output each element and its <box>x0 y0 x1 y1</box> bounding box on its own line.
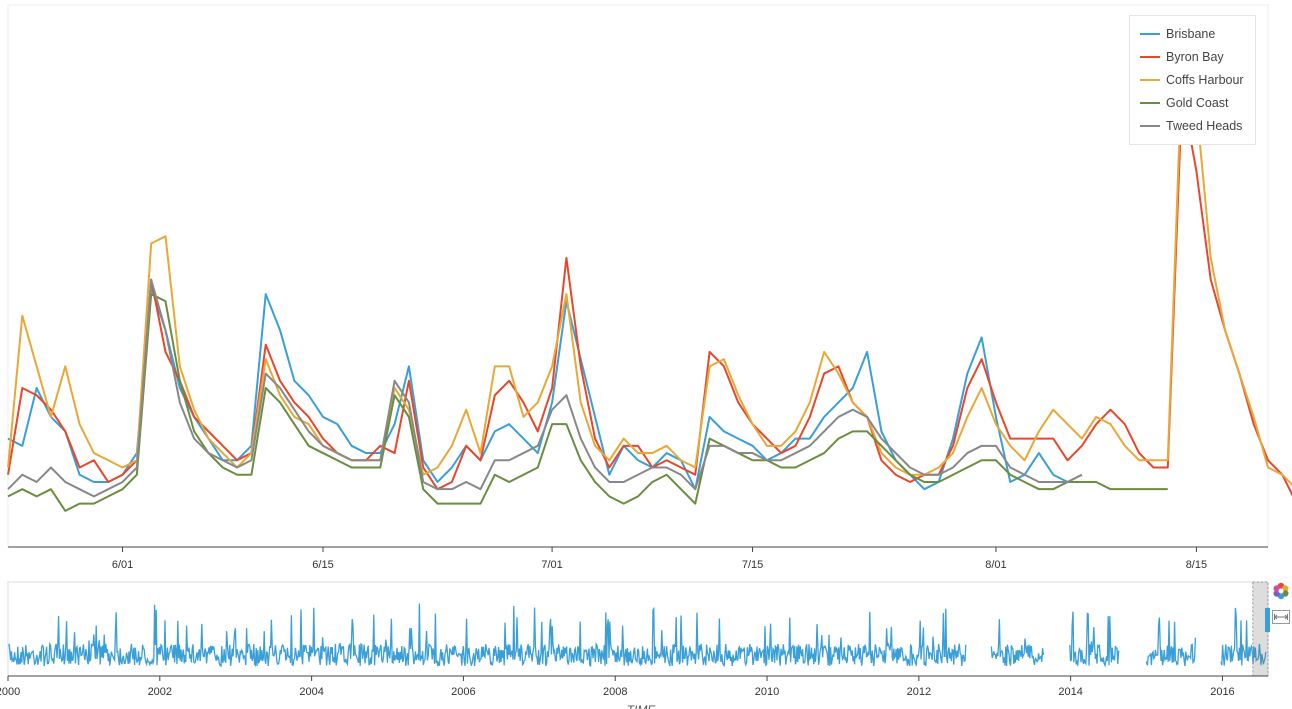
pan-icon[interactable] <box>1272 608 1290 626</box>
legend-item[interactable]: Brisbane <box>1140 24 1215 44</box>
legend-swatch <box>1140 79 1160 81</box>
legend-swatch <box>1140 102 1160 104</box>
navigator-series <box>8 603 1267 668</box>
x-tick-label: 6/01 <box>112 559 133 571</box>
legend-label: Brisbane <box>1166 27 1216 41</box>
legend-item[interactable]: Gold Coast <box>1140 93 1229 113</box>
series-line-tweed-heads <box>7 278 1083 498</box>
legend-label: Coffs Harbour <box>1166 73 1244 87</box>
legend-label: Tweed Heads <box>1166 119 1243 133</box>
x-tick-label: 6/15 <box>312 559 333 571</box>
legend-label: Gold Coast <box>1166 96 1229 110</box>
legend-swatch <box>1140 56 1160 58</box>
legend-swatch <box>1140 33 1160 35</box>
toolbar <box>1272 582 1292 634</box>
navigator-area <box>7 581 1269 677</box>
legend-item[interactable]: Byron Bay <box>1140 47 1224 67</box>
x-tick-label: 8/15 <box>1186 559 1207 571</box>
navigator-handle[interactable] <box>1265 608 1270 632</box>
legend-item[interactable]: Tweed Heads <box>1140 116 1242 136</box>
x-tick-label: 7/01 <box>541 559 562 571</box>
navigator-tick-label: 2016 <box>1210 686 1234 698</box>
navigator-tick-label: 2010 <box>755 686 779 698</box>
navigator-tick-label: 2012 <box>907 686 931 698</box>
navigator-tick-label: 2000 <box>0 686 20 698</box>
navigator-x-label: TIME <box>627 703 657 709</box>
navigator-tick-label: 2004 <box>299 686 323 698</box>
navigator-tick-label: 2014 <box>1058 686 1082 698</box>
legend: Brisbane Byron Bay Coffs Harbour Gold Coast… <box>1129 15 1256 145</box>
navigator-tick-label: 2006 <box>451 686 475 698</box>
plot-area <box>7 4 1269 548</box>
x-tick-label: 8/01 <box>985 559 1006 571</box>
x-tick-label: 7/15 <box>742 559 763 571</box>
series-line-gold-coast <box>7 293 1168 512</box>
navigator-tick-label: 2008 <box>603 686 627 698</box>
legend-item[interactable]: Coffs Harbour <box>1140 70 1244 90</box>
legend-label: Byron Bay <box>1166 50 1224 64</box>
legend-swatch <box>1140 125 1160 127</box>
navigator-tick-label: 2002 <box>148 686 172 698</box>
color-wheel-icon[interactable] <box>1272 582 1290 600</box>
